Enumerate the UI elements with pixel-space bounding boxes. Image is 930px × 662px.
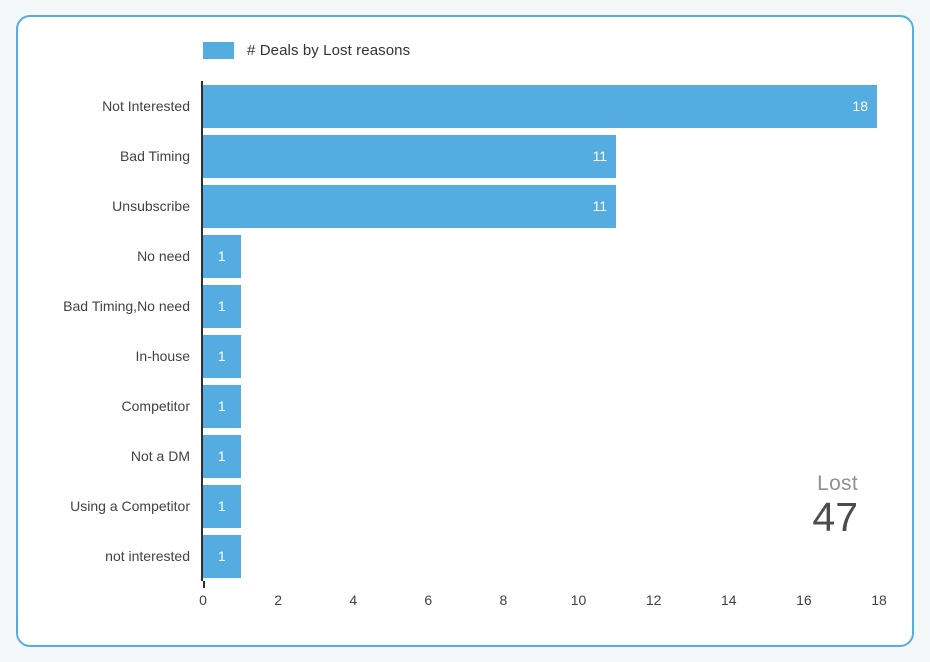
- bar[interactable]: 1: [203, 284, 241, 328]
- bar-track: 1: [201, 331, 877, 381]
- bar-track: 1: [201, 481, 877, 531]
- x-tick-label: 8: [499, 592, 508, 608]
- category-label: not interested: [105, 548, 190, 564]
- bar-value-label: 1: [217, 498, 226, 514]
- category-label: No need: [137, 248, 190, 264]
- category-label: In-house: [135, 348, 190, 364]
- bar-value-label: 1: [217, 448, 226, 464]
- category-label: Bad Timing: [119, 148, 190, 164]
- bar-chart: Not Interested 18 Bad Timing 11 Unsubscribe 1…: [18, 81, 912, 581]
- bar[interactable]: 1: [203, 484, 241, 528]
- y-axis-stub: [203, 581, 879, 588]
- chart-row: Using a Competitor 1: [18, 481, 912, 531]
- bar-track: 1: [201, 531, 877, 581]
- category-label: Not a DM: [130, 448, 190, 464]
- x-tick-label: 0: [199, 592, 207, 608]
- chart-row: Competitor 1: [18, 381, 912, 431]
- summary-block: Lost 47: [812, 472, 858, 539]
- bar-track: 11: [201, 131, 877, 181]
- bar-track: 1: [201, 231, 877, 281]
- category-label: Competitor: [121, 398, 190, 414]
- chart-row: Not a DM 1: [18, 431, 912, 481]
- legend-item[interactable]: # Deals by Lost reasons: [203, 41, 912, 59]
- bar-value-label: 1: [217, 348, 226, 364]
- bar[interactable]: 11: [203, 134, 617, 178]
- bar-track: 1: [201, 381, 877, 431]
- bar-track: 11: [201, 181, 877, 231]
- x-tick-label: 6: [424, 592, 433, 608]
- summary-label: Lost: [817, 471, 858, 495]
- bar[interactable]: 1: [203, 434, 241, 478]
- x-tick-label: 4: [349, 592, 358, 608]
- chart-row: In-house 1: [18, 331, 912, 381]
- bar-value-label: 1: [217, 548, 226, 564]
- category-label: Bad Timing,No need: [63, 298, 190, 314]
- bar[interactable]: 1: [203, 384, 241, 428]
- bar-value-label: 1: [217, 248, 226, 264]
- bar-track: 1: [201, 281, 877, 331]
- category-label: Using a Competitor: [70, 498, 190, 514]
- chart-row: Not Interested 18: [18, 81, 912, 131]
- x-tick-label: 12: [645, 592, 662, 608]
- x-tick-label: 16: [796, 592, 812, 608]
- x-tick-label: 18: [871, 592, 887, 608]
- x-tick-label: 10: [570, 592, 587, 608]
- x-tick-label: 2: [274, 592, 283, 608]
- category-label: Unsubscribe: [112, 198, 190, 214]
- chart-row: Bad Timing,No need 1: [18, 281, 912, 331]
- legend-label: # Deals by Lost reasons: [247, 41, 411, 59]
- chart-row: Bad Timing 11: [18, 131, 912, 181]
- bar[interactable]: 18: [203, 84, 877, 128]
- summary-value: 47: [812, 493, 858, 540]
- chart-row: No need 1: [18, 231, 912, 281]
- chart-row: not interested 1: [18, 531, 912, 581]
- bar[interactable]: 1: [203, 234, 241, 278]
- legend-swatch: [203, 41, 234, 59]
- bar-value-label: 11: [592, 148, 608, 164]
- bar[interactable]: 1: [203, 334, 241, 378]
- bar-value-label: 18: [852, 98, 868, 114]
- bar-track: 18: [201, 81, 877, 131]
- x-axis: 0 2 4 6 8 10 12 14 16 18: [199, 592, 887, 612]
- chart-row: Unsubscribe 11: [18, 181, 912, 231]
- bar[interactable]: 1: [203, 534, 241, 578]
- bar-track: 1: [201, 431, 877, 481]
- bar[interactable]: 11: [203, 184, 617, 228]
- x-tick-label: 14: [720, 592, 737, 608]
- chart-card: # Deals by Lost reasons Not Interested 18…: [16, 15, 914, 647]
- bar-value-label: 1: [217, 298, 226, 314]
- bar-value-label: 1: [217, 398, 226, 414]
- category-label: Not Interested: [102, 98, 190, 114]
- bar-value-label: 11: [592, 198, 608, 214]
